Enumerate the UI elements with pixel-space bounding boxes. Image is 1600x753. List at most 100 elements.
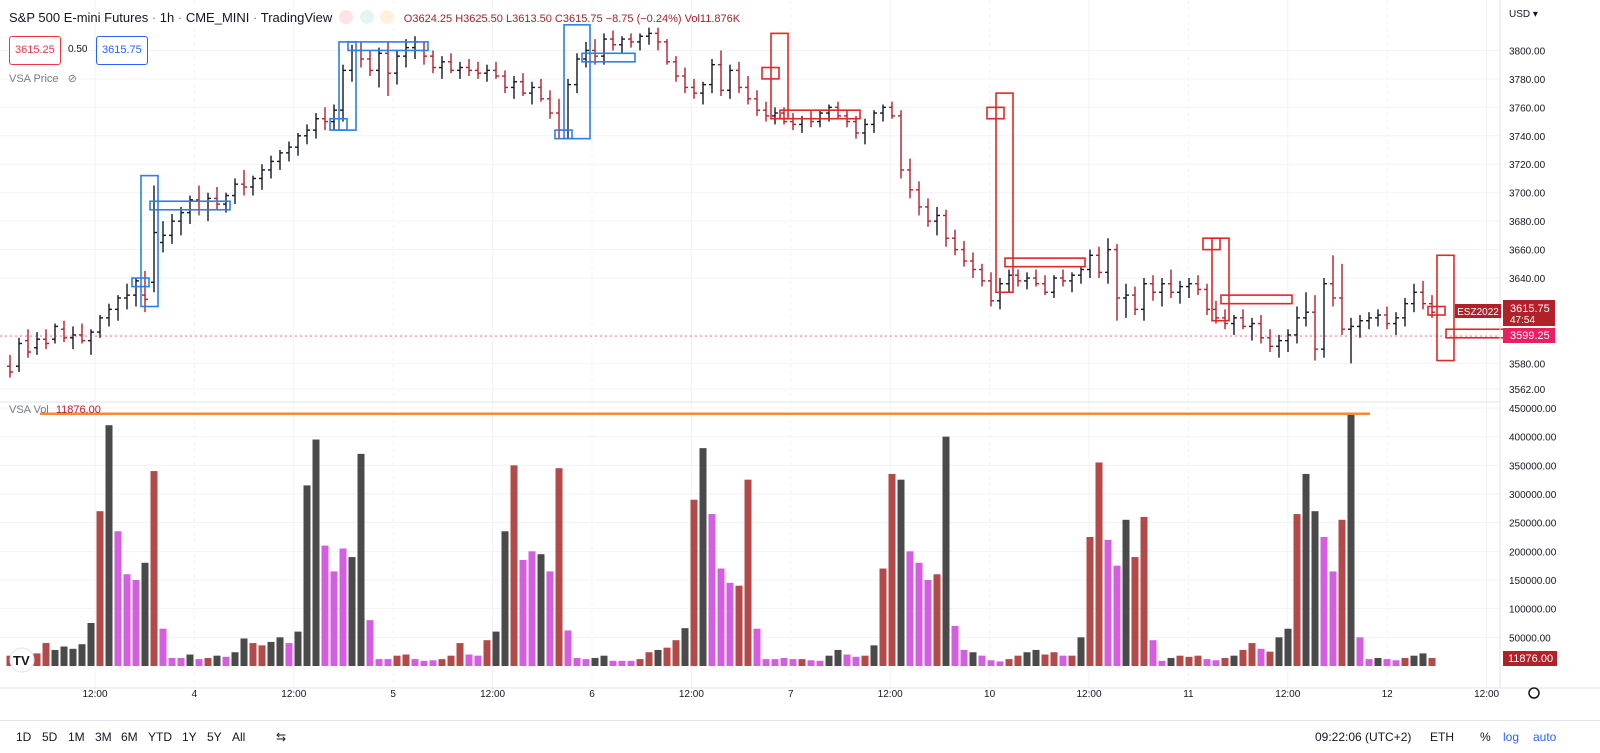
last-price-badge: 3615.75 — [1510, 303, 1550, 315]
price-bar — [556, 98, 562, 139]
range-5y[interactable]: 5Y — [207, 730, 222, 744]
volume-bar — [1257, 648, 1265, 666]
market-status-icon[interactable] — [359, 10, 374, 24]
volume-bar — [1356, 637, 1364, 666]
volume-bar — [645, 652, 653, 666]
volume-bar — [663, 647, 671, 666]
price-bar — [43, 329, 49, 350]
range-1m[interactable]: 1M — [68, 730, 85, 744]
volume-bar — [465, 654, 473, 666]
price-tick-label: 3680.00 — [1509, 217, 1546, 228]
volume-bar — [906, 551, 914, 666]
volume-bar — [60, 646, 68, 666]
delayed-data-icon[interactable] — [380, 10, 395, 24]
price-bar — [979, 263, 985, 287]
price-bar — [1249, 317, 1255, 341]
volume-bar — [870, 645, 878, 666]
highlight-box — [581, 52, 636, 63]
volume-bar — [960, 649, 968, 666]
range-5d[interactable]: 5D — [42, 730, 58, 744]
price-bar — [1168, 269, 1174, 298]
highlight-box — [1220, 294, 1293, 305]
volume-bar — [1014, 655, 1022, 666]
buy-button[interactable]: 3615.75 — [96, 36, 148, 65]
vsa-vol-label[interactable]: VSA Vol 11876.00 — [9, 404, 101, 416]
time-tick-label: 12:00 — [281, 689, 306, 700]
tradingview-logo[interactable]: TV — [9, 647, 35, 673]
volume-bar — [519, 559, 527, 666]
volume-bar — [915, 562, 923, 666]
price-bar — [34, 332, 40, 355]
chart-canvas[interactable]: 3800.00 3780.00 3760.00 3740.00 3720.00 3700.… — [0, 0, 1600, 721]
volume-bar — [447, 655, 455, 666]
hide-eye-icon[interactable]: ⊘ — [67, 73, 77, 85]
percent-toggle[interactable]: % — [1480, 730, 1491, 744]
volume-bar — [330, 571, 338, 666]
currency-selector[interactable]: USD ▾ — [1509, 9, 1538, 20]
volume-bar — [1221, 657, 1229, 666]
price-bar — [1384, 306, 1390, 330]
price-bar — [1006, 269, 1012, 293]
svg-text:TV: TV — [13, 653, 30, 668]
goto-date-icon[interactable]: ⇆ — [276, 730, 287, 744]
legend-header[interactable]: S&P 500 E-mini Futures · 1h · CME_MINI ·… — [9, 10, 741, 25]
time-tick-label: 4 — [192, 689, 198, 700]
price-bar — [1141, 278, 1147, 321]
price-axis[interactable]: 3800.00 3780.00 3760.00 3740.00 3720.00 3700.… — [1509, 46, 1546, 396]
range-1y[interactable]: 1Y — [182, 730, 197, 744]
range-ytd[interactable]: YTD — [148, 730, 172, 744]
currency-label: USD — [1509, 9, 1531, 20]
highlight-box — [995, 92, 1014, 294]
price-bar — [133, 278, 139, 307]
price-bar — [1222, 309, 1228, 330]
price-bar — [988, 272, 994, 307]
price-bar — [655, 27, 661, 51]
range-all[interactable]: All — [232, 730, 246, 744]
volume-bar — [636, 659, 644, 666]
volume-bar — [150, 471, 158, 666]
symbol-name[interactable]: S&P 500 E-mini Futures — [9, 10, 149, 25]
time-tick-label: 5 — [390, 689, 396, 700]
volume-bar — [438, 659, 446, 666]
vsa-price-label[interactable]: VSA Price ⊘ — [9, 72, 77, 85]
price-bar — [1240, 309, 1246, 330]
price-bar — [439, 56, 445, 79]
volume-bar — [1059, 655, 1067, 666]
volume-bar — [1365, 659, 1373, 666]
price-bar — [1150, 275, 1156, 301]
log-toggle[interactable]: log — [1503, 730, 1520, 744]
price-bar — [277, 150, 283, 170]
price-bar — [241, 169, 247, 196]
volume-bar — [105, 425, 113, 666]
time-axis[interactable]: 12:00 4 12:00 5 12:00 6 12:00 7 12:00 10 12:00 11 12… — [82, 689, 1499, 700]
alert-icon[interactable] — [338, 10, 353, 24]
volume-axis[interactable]: 450000.00 400000.00 350000.00 300000.00 2500… — [1509, 404, 1557, 644]
volume-bar — [924, 580, 932, 666]
sell-button[interactable]: 3615.25 — [9, 36, 61, 65]
price-bar — [1096, 246, 1102, 279]
range-1d[interactable]: 1D — [16, 730, 32, 744]
time-tick-label: 11 — [1183, 689, 1194, 700]
volume-bar — [582, 659, 590, 666]
price-bar — [772, 107, 778, 125]
price-bar — [1321, 278, 1327, 358]
volume-bar — [1392, 660, 1400, 666]
clock[interactable]: 09:22:06 (UTC+2) — [1315, 730, 1412, 744]
interval[interactable]: 1h — [159, 10, 175, 25]
price-bar — [925, 198, 931, 227]
volume-bar — [789, 659, 797, 666]
price-bar — [1078, 266, 1084, 284]
highlight-box — [329, 117, 348, 131]
price-bar — [592, 39, 598, 65]
volume-tick-label: 300000.00 — [1509, 490, 1557, 501]
price-bar — [1186, 278, 1192, 298]
bottom-toolbar: 1D 5D 1M 3M 6M YTD 1Y 5Y All ⇆ 09:22:06 … — [0, 720, 1600, 753]
session-toggle[interactable]: ETH — [1430, 730, 1454, 744]
volume-bar — [627, 660, 635, 666]
range-6m[interactable]: 6M — [121, 730, 138, 744]
settings-gear-icon[interactable] — [1528, 687, 1540, 699]
price-bar — [1258, 315, 1264, 344]
auto-toggle[interactable]: auto — [1533, 730, 1557, 744]
range-3m[interactable]: 3M — [95, 730, 112, 744]
highlight-box — [986, 106, 1005, 120]
